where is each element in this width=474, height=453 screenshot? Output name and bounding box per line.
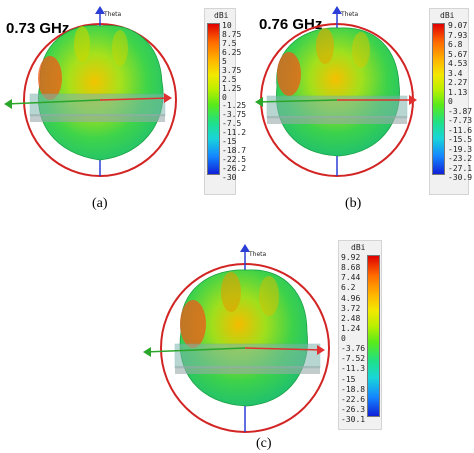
scale-tick-label: -30: [222, 173, 237, 182]
scale-tick-label: -26.3: [341, 405, 366, 414]
frequency-label: 0.73 GHz: [6, 20, 70, 37]
scale-tick-label: 7.93: [448, 31, 468, 40]
y-axis: [256, 99, 338, 103]
panel-caption: (b): [345, 196, 362, 211]
scale-tick-label: 2.5: [222, 75, 237, 84]
scale-tick-label: 4.96: [341, 294, 361, 303]
scale-tick-label: 6.25: [222, 48, 242, 57]
scale-tick-label: -19.3: [448, 145, 473, 154]
scale-tick-label: -26.2: [222, 164, 247, 173]
scale-tick-label: -23.2: [448, 154, 473, 163]
color-scale: dBi 10 8.75 7.5 6.25 5 3.75 2.5 1.25 0 -1.25 -3.75…: [204, 8, 246, 195]
scale-tick-label: 10: [222, 21, 232, 30]
theta-label: Theta: [340, 11, 359, 18]
scale-tick-label: 3.72: [341, 304, 361, 313]
color-bar: [432, 23, 445, 175]
scale-tick-label: -18.7: [222, 146, 247, 155]
radiation-pattern-panel-a: 0.73 GHz Theta dBi 10 8.75 7.5 6.25 5 3.75 2.5…: [0, 0, 246, 215]
scale-unit: dBi: [351, 243, 366, 252]
scale-tick-label: 3.75: [222, 66, 242, 75]
scale-tick-label: 7.5: [222, 39, 237, 48]
scale-tick-label: 6.2: [341, 283, 356, 292]
scale-tick-label: 5.67: [448, 50, 468, 59]
scale-tick-label: 5: [222, 57, 227, 66]
theta-label: Theta: [248, 251, 267, 258]
scale-tick-label: 2.27: [448, 78, 468, 87]
x-axis: [244, 347, 324, 351]
radiation-pattern-panel-b: 0.76 GHz Theta dBi 9.07 7.93 6.8 5.67 4.53 3.…: [237, 0, 474, 215]
scale-tick-label: -22.6: [341, 395, 366, 404]
scale-tick-label: -15.5: [448, 135, 473, 144]
scale-tick-label: 2.48: [341, 314, 361, 323]
scale-tick-label: -7.5: [222, 119, 242, 128]
scale-tick-label: 8.68: [341, 263, 361, 272]
radiation-pattern-panel-c: Theta dBi 9.92 8.68 7.44 6.2 4.96 3.72 2.48 1.2…: [0, 230, 474, 453]
scale-tick-label: -7.52: [341, 354, 366, 363]
scale-tick-label: 1.13: [448, 88, 468, 97]
scale-tick-label: -7.73: [448, 116, 473, 125]
scale-tick-label: 0: [448, 97, 453, 106]
frequency-label: 0.76 GHz: [259, 16, 323, 33]
scale-unit: dBi: [440, 11, 455, 20]
scale-tick-label: -11.6: [448, 126, 473, 135]
color-bar: [367, 255, 380, 417]
radiation-pattern-3d: Theta: [143, 244, 330, 433]
scale-tick-label: 0: [222, 93, 227, 102]
scale-tick-label: 0: [341, 334, 346, 343]
scale-tick-label: 8.75: [222, 30, 242, 39]
color-scale: dBi 9.07 7.93 6.8 5.67 4.53 3.4 2.27 1.13 0 -3.87…: [429, 8, 473, 195]
scale-tick-label: 3.4: [448, 69, 463, 78]
panel-caption: (c): [256, 436, 272, 451]
scale-tick-label: -3.76: [341, 344, 366, 353]
radiation-pattern-3d: Theta: [4, 6, 177, 177]
pattern-lobe: [38, 56, 62, 100]
scale-tick-label: -11.3: [341, 364, 366, 373]
ground-plane: [29, 93, 166, 117]
scale-unit: dBi: [214, 11, 229, 20]
scale-tick-label: -15: [341, 375, 356, 384]
scale-tick-label: 1.24: [341, 324, 361, 333]
scale-tick-label: -1.25: [222, 101, 247, 110]
scale-tick-label: -30.1: [341, 415, 366, 424]
scale-tick-label: -27.1: [448, 164, 473, 173]
color-bar: [207, 23, 220, 175]
scale-tick-label: -3.87: [448, 107, 473, 116]
scale-tick-label: 6.8: [448, 40, 463, 49]
scale-tick-label: 7.44: [341, 273, 361, 282]
pattern-lobe: [277, 52, 301, 96]
panel-caption: (a): [92, 196, 108, 211]
scale-tick-label: 4.53: [448, 59, 468, 68]
y-axis: [5, 99, 101, 105]
scale-tick-label: 9.07: [448, 21, 468, 30]
scale-tick-label: 9.92: [341, 253, 361, 262]
x-axis: [99, 97, 171, 101]
scale-tick-label: 1.25: [222, 84, 242, 93]
scale-tick-label: -18.8: [341, 385, 366, 394]
scale-tick-label: -11.2: [222, 128, 247, 137]
y-axis: [144, 347, 246, 353]
scale-tick-label: -3.75: [222, 110, 247, 119]
pattern-body: [38, 25, 164, 161]
scale-tick-label: -22.5: [222, 155, 247, 164]
color-scale: dBi 9.92 8.68 7.44 6.2 4.96 3.72 2.48 1.24 0 -3.7…: [338, 240, 382, 430]
pattern-lobe: [180, 300, 206, 348]
theta-label: Theta: [103, 11, 122, 18]
scale-tick-label: -30.9: [448, 173, 473, 182]
radiation-pattern-3d: Theta: [255, 6, 417, 177]
scale-tick-label: -15: [222, 137, 237, 146]
